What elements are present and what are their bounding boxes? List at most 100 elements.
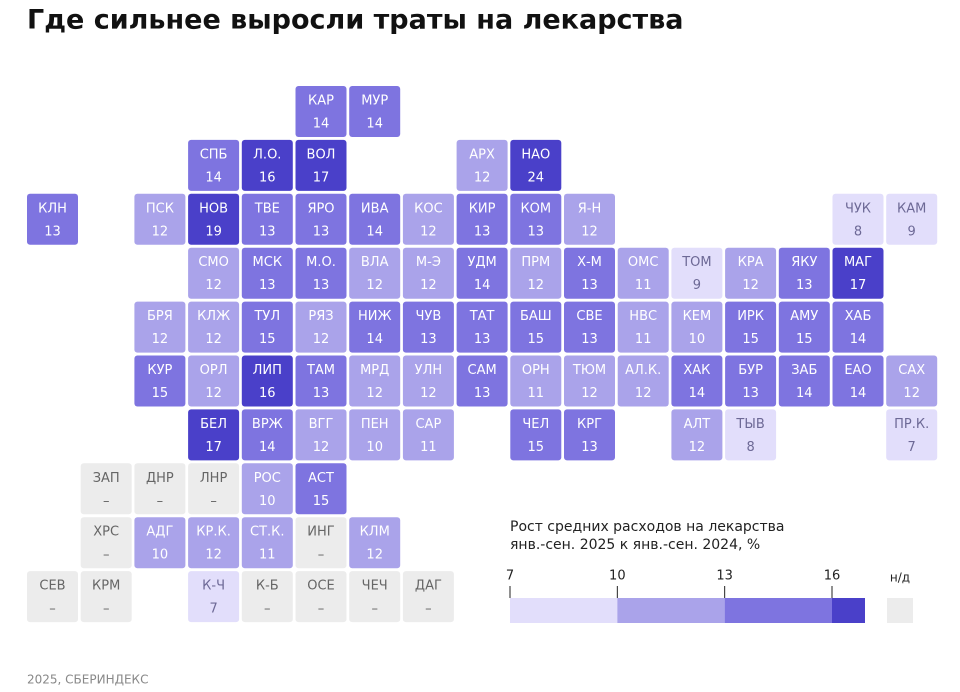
- tile: [402, 193, 454, 245]
- tile-label: НИЖ: [358, 309, 392, 324]
- tile-label: ХАБ: [845, 309, 872, 324]
- tile-label: ЗАП: [93, 471, 120, 486]
- tile-label: ХРС: [93, 525, 119, 540]
- tile: [241, 355, 293, 407]
- legend-tick-label: 16: [824, 569, 841, 584]
- tile-label: КЛН: [38, 201, 67, 216]
- tile-value: 12: [581, 386, 598, 401]
- tile-value: 17: [850, 278, 867, 293]
- tile: [295, 86, 347, 137]
- tile-label: КИР: [469, 201, 496, 216]
- tile-label: БЕЛ: [200, 417, 227, 432]
- tile-label: НАО: [521, 147, 550, 162]
- tile-value: 12: [313, 332, 330, 347]
- tile: [27, 571, 78, 623]
- tile: [134, 193, 186, 245]
- tile-value: 12: [205, 386, 222, 401]
- tile-label: Х-М: [577, 255, 602, 270]
- tile-label: М-Э: [416, 255, 441, 270]
- tile-value: 14: [796, 386, 813, 401]
- tile-value: –: [49, 602, 56, 617]
- legend-swatch: [510, 598, 618, 623]
- tile-value: 13: [528, 224, 545, 239]
- tile: [349, 517, 401, 569]
- tile-value: 12: [528, 278, 545, 293]
- tile: [349, 86, 401, 137]
- tile-label: БУР: [738, 363, 763, 378]
- tile-value: 12: [903, 386, 920, 401]
- legend-title: Рост средних расходов на лекарства: [510, 519, 784, 535]
- tile: [188, 193, 240, 245]
- tile-value: 11: [259, 548, 276, 563]
- tile-label: САХ: [898, 363, 925, 378]
- tile-label: КРГ: [577, 417, 602, 432]
- tile-value: 12: [152, 332, 169, 347]
- tile: [188, 463, 240, 515]
- tile-label: ТУЛ: [253, 309, 280, 324]
- tile: [671, 301, 723, 353]
- tile: [295, 517, 347, 569]
- tile: [349, 247, 401, 299]
- tile-value: 15: [796, 332, 813, 347]
- tile: [80, 517, 132, 569]
- tile: [241, 571, 293, 623]
- tile-value: 12: [742, 278, 759, 293]
- tile-value: –: [103, 494, 110, 509]
- tile-value: 12: [581, 224, 598, 239]
- tile: [832, 355, 884, 407]
- tile-label: ЧЕЧ: [362, 579, 388, 594]
- tile-value: 13: [44, 224, 61, 239]
- tile-label: УЛН: [415, 363, 442, 378]
- tile-label: БРЯ: [147, 309, 173, 324]
- tile: [402, 409, 454, 461]
- legend-tick-label: 7: [506, 569, 514, 584]
- tile-value: 12: [420, 278, 437, 293]
- tile-value: 9: [693, 278, 701, 293]
- tile-value: 12: [205, 332, 222, 347]
- tile-value: 16: [259, 386, 276, 401]
- tile-value: 14: [259, 440, 276, 455]
- tile-label: КРМ: [92, 579, 120, 594]
- tile-value: 14: [850, 386, 867, 401]
- tile-label: ЛНР: [200, 471, 228, 486]
- tile: [832, 301, 884, 353]
- tile-value: 13: [313, 224, 330, 239]
- tile-value: 8: [854, 224, 862, 239]
- tile-label: БАШ: [520, 309, 552, 324]
- tile-label: МСК: [253, 255, 283, 270]
- tile-value: 14: [689, 386, 706, 401]
- tile-label: АЛ.К.: [625, 363, 661, 378]
- tile-label: ТАМ: [306, 363, 335, 378]
- tile-label: СЕВ: [39, 579, 65, 594]
- tile-label: КАР: [308, 94, 334, 109]
- tile: [832, 193, 884, 245]
- tile-value: 13: [474, 224, 491, 239]
- tile: [349, 301, 401, 353]
- tile-value: 12: [366, 386, 383, 401]
- tile-label: ЧУВ: [416, 309, 442, 324]
- tile: [510, 409, 562, 461]
- tile-value: –: [318, 548, 325, 563]
- tile-label: ЧУК: [845, 201, 871, 216]
- tile-label: К-Б: [256, 579, 279, 594]
- legend-swatch: [832, 598, 865, 623]
- tile: [671, 355, 723, 407]
- tile: [134, 355, 186, 407]
- tile: [295, 355, 347, 407]
- tile-label: ХАК: [683, 363, 710, 378]
- tile-label: Я-Н: [578, 201, 602, 216]
- tile: [510, 355, 562, 407]
- tile: [510, 193, 562, 245]
- tile-value: 13: [474, 332, 491, 347]
- tile: [778, 247, 830, 299]
- tile: [456, 193, 508, 245]
- tile-label: КРА: [738, 255, 764, 270]
- tile-value: 19: [205, 224, 222, 239]
- legend-title: янв.-сен. 2025 к янв.-сен. 2024, %: [510, 537, 760, 553]
- tile-label: ВЛА: [361, 255, 389, 270]
- legend-tick-label: 10: [609, 569, 626, 584]
- tile: [349, 571, 401, 623]
- tile-value: 10: [366, 440, 383, 455]
- tile: [241, 409, 293, 461]
